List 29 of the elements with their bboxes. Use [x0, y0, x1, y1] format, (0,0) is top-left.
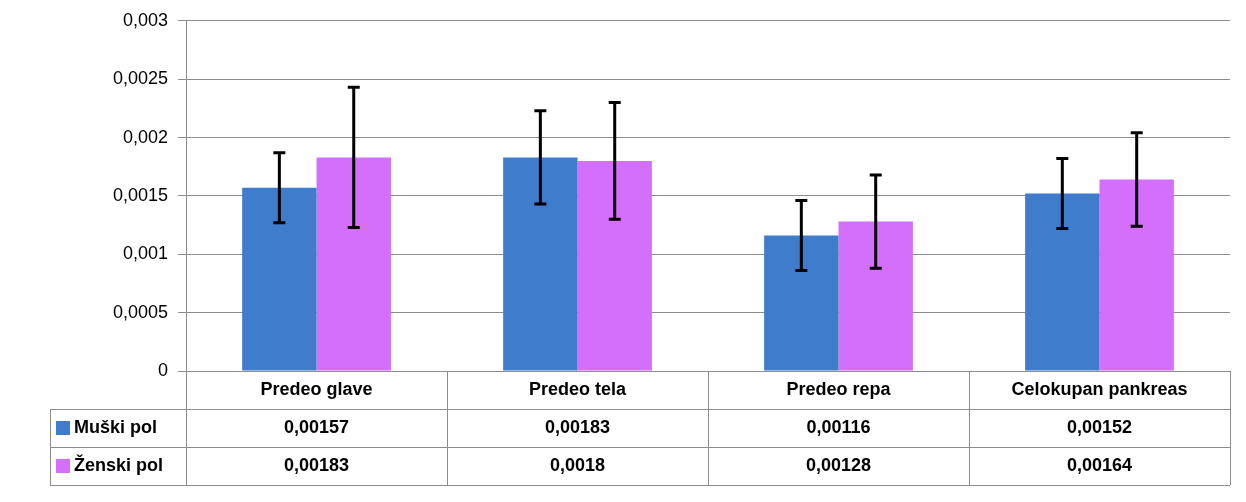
data-label: 0,00128 [805, 454, 872, 475]
data-label: 0,00164 [1066, 454, 1133, 475]
x-tick-label: Celokupan pankreas [1011, 378, 1188, 399]
y-tick-label: 0 [158, 359, 169, 380]
legend-label: Muški pol [74, 416, 158, 437]
bar [764, 235, 839, 371]
data-label: 0,00152 [1066, 416, 1133, 437]
data-label: 0,00116 [806, 416, 871, 437]
y-tick-label: 0,001 [123, 243, 169, 264]
data-label: 0,00183 [545, 416, 611, 437]
y-tick-label: 0,003 [123, 9, 169, 30]
bar [838, 221, 913, 371]
x-tick-label: Predeo tela [529, 378, 628, 399]
y-tick-label: 0,0025 [112, 68, 169, 89]
x-tick-label: Predeo glave [260, 378, 373, 399]
data-label: 0,00157 [284, 416, 350, 437]
bar [242, 187, 317, 371]
y-tick-label: 0,002 [123, 126, 169, 147]
bar [1099, 179, 1174, 371]
x-tick-label: Predeo repa [786, 378, 892, 399]
bar [503, 157, 578, 371]
bar [316, 157, 391, 371]
bar [577, 160, 652, 371]
data-label: 0,00183 [284, 454, 350, 475]
bar [1025, 193, 1100, 371]
legend-label: Ženski pol [74, 453, 164, 475]
y-tick-label: 0,0015 [112, 184, 169, 205]
y-tick-label: 0,0005 [112, 301, 169, 322]
data-label: 0,0018 [550, 454, 606, 475]
